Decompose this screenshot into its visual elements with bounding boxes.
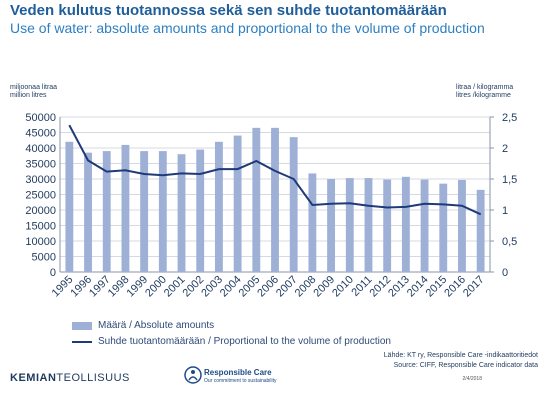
bar-1998 <box>121 144 130 272</box>
bar-2015 <box>439 183 448 272</box>
kemianteollisuus-logo: KEMIANTEOLLISUUS <box>10 372 130 384</box>
left-tick-label: 10000 <box>25 236 56 248</box>
legend-bar-entry: Määrä / Absolute amounts <box>72 320 214 331</box>
bar-1996 <box>84 152 92 272</box>
source-en: Source: CIFF, Responsible Care indicator… <box>393 362 538 369</box>
bar-2010 <box>345 178 354 272</box>
chart-subtitle: Use of water: absolute amounts and propo… <box>10 20 485 36</box>
responsible-care-title: Responsible Care <box>204 368 272 377</box>
left-unit-fi: miljoonaa litraa <box>10 84 58 91</box>
ratio-line <box>68 124 482 216</box>
responsible-care-icon <box>184 366 202 384</box>
left-tick-label: 15000 <box>25 221 56 233</box>
chart-title: Veden kulutus tuotannossa sekä sen suhde… <box>10 2 447 19</box>
bar-2011 <box>364 178 373 272</box>
bar-1999 <box>140 151 149 272</box>
left-tick-label: 35000 <box>25 159 56 171</box>
bar-2002 <box>196 149 205 272</box>
bar-2004 <box>233 135 242 272</box>
logo-part1: KEMIAN <box>10 372 57 384</box>
right-unit-en: litres /kilogramme <box>456 92 511 99</box>
bar-2017 <box>476 189 485 272</box>
bar-2001 <box>177 154 186 272</box>
water-use-chart: 0 5000 10000 15000 20000 25000 30000 35000 40000… <box>25 112 517 300</box>
left-tick-label: 45000 <box>25 128 56 140</box>
left-tick-label: 30000 <box>25 174 56 186</box>
right-tick-label: 0 <box>502 267 508 279</box>
left-tick-label: 0 <box>50 267 56 279</box>
left-tick-label: 40000 <box>25 143 56 155</box>
legend-line-swatch <box>72 340 92 343</box>
legend-line-label: Suhde tuotantomäärään / Proportional to … <box>98 336 391 347</box>
bar-2003 <box>214 141 223 272</box>
right-axis-unit: litraa / kilogramma litres /kilogramme <box>456 84 513 100</box>
bar-2007 <box>289 137 298 272</box>
right-tick-label: 0,5 <box>502 236 517 248</box>
legend-bar-label: Määrä / Absolute amounts <box>98 320 215 331</box>
right-tick-label: 2,5 <box>502 112 517 124</box>
bar-2005 <box>252 127 261 272</box>
responsible-care-subtitle: Our commitment to sustainability <box>204 378 277 384</box>
bar-2000 <box>158 151 167 272</box>
bar-2009 <box>327 179 336 272</box>
left-axis-unit: miljoonaa litraa million litres <box>10 84 57 100</box>
left-tick-label: 5000 <box>32 252 56 264</box>
source-fi: Lähde: KT ry, Responsible Care -indikaat… <box>383 352 538 359</box>
left-tick-label: 20000 <box>25 205 56 217</box>
bar-2008 <box>308 173 317 272</box>
bar-1997 <box>102 151 111 272</box>
bar-1995 <box>65 141 74 272</box>
bar-2013 <box>401 176 410 272</box>
left-tick-label: 25000 <box>25 190 56 202</box>
bar-2016 <box>458 179 466 272</box>
logo-part2: TEOLLISUUS <box>56 372 130 384</box>
bar-2006 <box>271 127 279 272</box>
legend-line-entry: Suhde tuotantomäärään / Proportional to … <box>72 336 391 347</box>
bar-2014 <box>420 179 429 272</box>
right-tick-label: 1,5 <box>502 174 517 186</box>
left-unit-en: million litres <box>10 92 47 99</box>
left-tick-label: 50000 <box>25 112 56 124</box>
bar-2012 <box>383 179 392 272</box>
legend-bar-swatch <box>72 321 92 330</box>
right-unit-fi: litraa / kilogramma <box>456 84 514 91</box>
right-tick-label: 1 <box>502 205 508 217</box>
x-tick-label: 2017 <box>461 274 487 300</box>
source-date: 2/4/2018 <box>462 376 482 382</box>
right-tick-label: 2 <box>502 143 508 155</box>
